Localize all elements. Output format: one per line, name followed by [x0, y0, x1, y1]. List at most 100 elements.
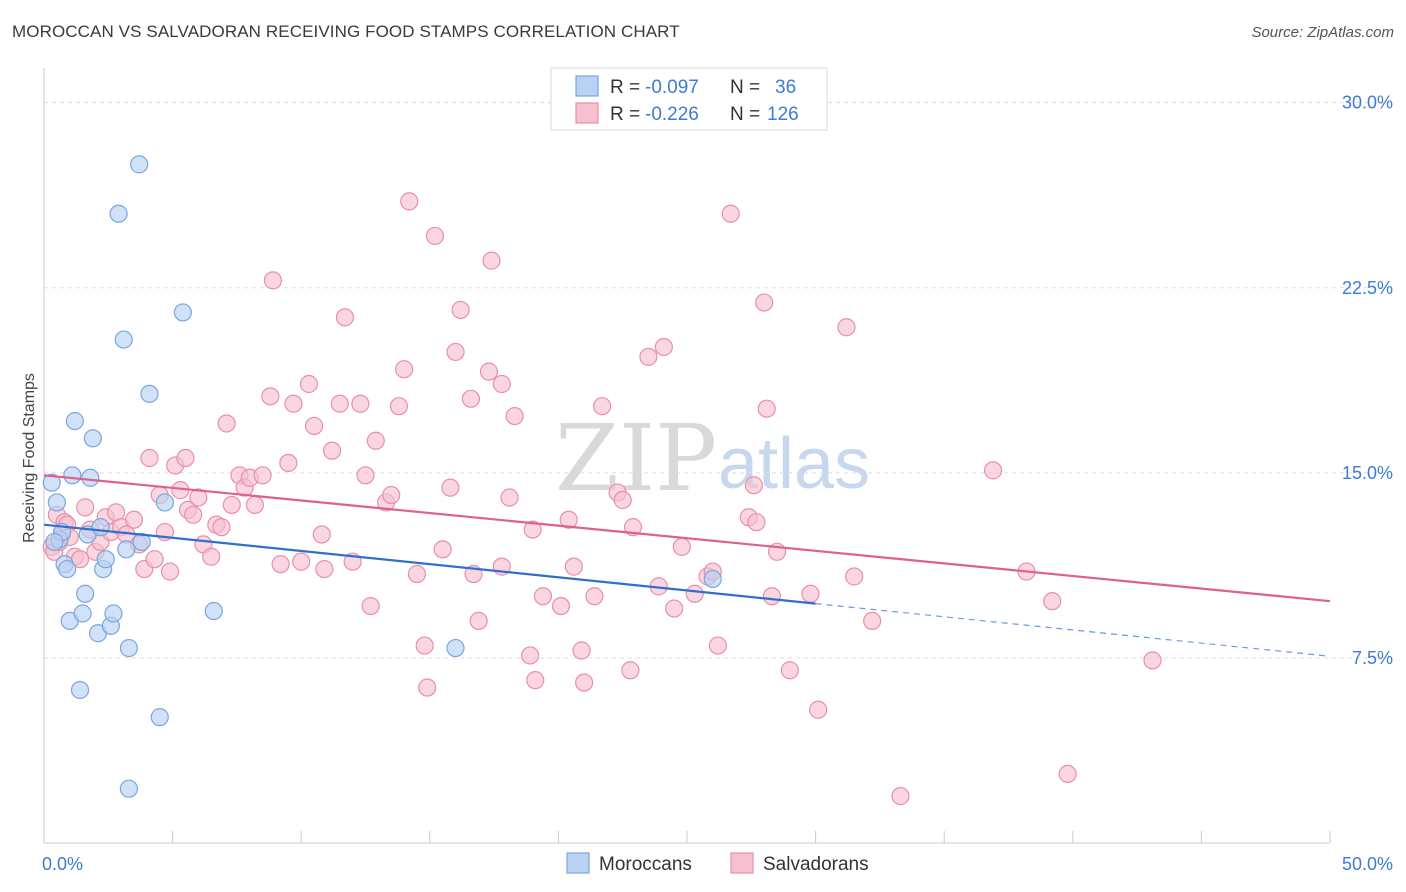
salvadorans-point — [479, 362, 499, 381]
salvadorans-point — [780, 661, 799, 680]
legend-r-value-1: -0.097 — [645, 77, 699, 98]
moroccans-point — [173, 303, 192, 322]
salvadorans-point — [593, 397, 612, 416]
y-tick-label: 7.5% — [1352, 648, 1393, 668]
moroccans-point — [703, 569, 722, 589]
salvadorans-point — [863, 611, 882, 631]
salvadorans-point — [189, 488, 208, 507]
salvadorans-point — [533, 587, 553, 606]
salvadorans-point — [245, 495, 265, 515]
salvadorans-point — [585, 587, 604, 606]
moroccans-point — [70, 680, 90, 700]
salvadorans-point — [124, 510, 144, 529]
moroccans-point — [132, 532, 151, 552]
moroccans-point — [63, 466, 82, 485]
salvadorans-point — [425, 226, 445, 246]
moroccans-point — [140, 384, 159, 403]
salvadorans-point — [613, 490, 632, 510]
x-tick-label-max: 50.0% — [1342, 854, 1393, 874]
salvadorans-point — [672, 537, 691, 556]
moroccans-point — [47, 493, 66, 512]
moroccans-point — [58, 559, 77, 579]
moroccans-legend-swatch — [575, 75, 599, 97]
salvadorans-point — [145, 550, 164, 569]
salvadorans-point — [184, 505, 203, 524]
salvadorans-point — [665, 599, 684, 618]
watermark-zip: ZIP — [555, 405, 717, 512]
y-tick-labels: 7.5% 15.0% 22.5% 30.0% — [1342, 93, 1393, 668]
y-axis-label: Receiving Food Stamps — [21, 373, 38, 543]
salvadorans-point — [140, 448, 159, 468]
salvadorans-point — [253, 466, 272, 485]
moroccans-point — [76, 584, 95, 603]
moroccans-point — [45, 532, 64, 552]
salvadorans-point — [755, 293, 774, 312]
chart-title: MOROCCAN VS SALVADORAN RECEIVING FOOD ST… — [12, 22, 680, 41]
axes — [43, 68, 1331, 844]
moroccans-point — [119, 779, 138, 798]
salvadorans-point — [801, 584, 820, 603]
salvadorans-point — [400, 192, 419, 211]
salvadorans-point — [415, 636, 434, 655]
salvadorans-point — [1143, 651, 1162, 670]
salvadorans-point — [500, 488, 519, 507]
moroccans-point — [155, 493, 174, 512]
salvadorans-point — [757, 399, 776, 418]
salvadorans-point — [837, 318, 856, 337]
salvadorans-trend-line — [43, 474, 1331, 603]
salvadorans-point — [446, 342, 465, 362]
salvadorans-point — [1043, 592, 1062, 611]
salvadorans-point — [482, 251, 501, 270]
moroccans-point — [42, 473, 61, 492]
salvadorans-point — [407, 564, 427, 584]
watermark-atlas: atlas — [718, 424, 870, 504]
source-credit: Source: ZipAtlas.com — [1251, 24, 1394, 41]
moroccans-legend-label: Moroccans — [599, 854, 692, 875]
salvadorans-point — [441, 478, 460, 497]
moroccans-trend-extension — [815, 603, 1331, 657]
salvadorans-point — [433, 540, 452, 559]
salvadorans-point — [845, 567, 864, 586]
salvadorans-point — [983, 461, 1003, 480]
salvadorans-point — [212, 518, 231, 537]
salvadorans-point — [202, 547, 221, 566]
salvadorans-point — [621, 661, 640, 680]
salvadorans-point — [572, 641, 591, 660]
salvadorans-point — [451, 300, 470, 320]
moroccans-point — [119, 638, 138, 658]
stats-legend: R = -0.097 N = 36 R = -0.226 N = 126 — [550, 67, 828, 131]
legend-r-label-2: R = — [610, 104, 640, 125]
salvadorans-point — [526, 671, 545, 690]
salvadorans-point — [217, 414, 236, 433]
moroccans-points — [42, 155, 722, 798]
salvadorans-swatch — [730, 852, 754, 874]
salvadorans-point — [623, 518, 643, 537]
salvadorans-point — [744, 476, 763, 495]
salvadorans-point — [747, 513, 766, 532]
moroccans-point — [91, 518, 110, 537]
salvadorans-point — [261, 387, 280, 406]
moroccans-point — [83, 429, 102, 448]
moroccans-point — [104, 604, 123, 623]
salvadorans-point — [361, 596, 380, 616]
moroccans-point — [204, 601, 223, 621]
y-tick-label: 15.0% — [1342, 463, 1393, 483]
salvadorans-point — [654, 337, 673, 357]
moroccans-point — [446, 638, 465, 658]
salvadorans-point — [505, 406, 524, 426]
salvadorans-point — [685, 584, 704, 603]
x-tick-label-min: 0.0% — [42, 854, 83, 874]
y-tick-label: 30.0% — [1342, 93, 1393, 113]
salvadorans-point — [292, 552, 311, 571]
salvadorans-point — [575, 673, 594, 692]
salvadorans-point — [721, 204, 740, 223]
salvadorans-point — [564, 557, 583, 576]
moroccans-point — [73, 604, 92, 623]
salvadorans-point — [762, 587, 781, 606]
salvadorans-point — [160, 562, 180, 581]
salvadorans-point — [222, 495, 241, 515]
salvadorans-point — [708, 636, 727, 655]
moroccans-point — [96, 550, 115, 569]
salvadorans-point — [271, 555, 290, 574]
moroccans-point — [81, 468, 100, 487]
